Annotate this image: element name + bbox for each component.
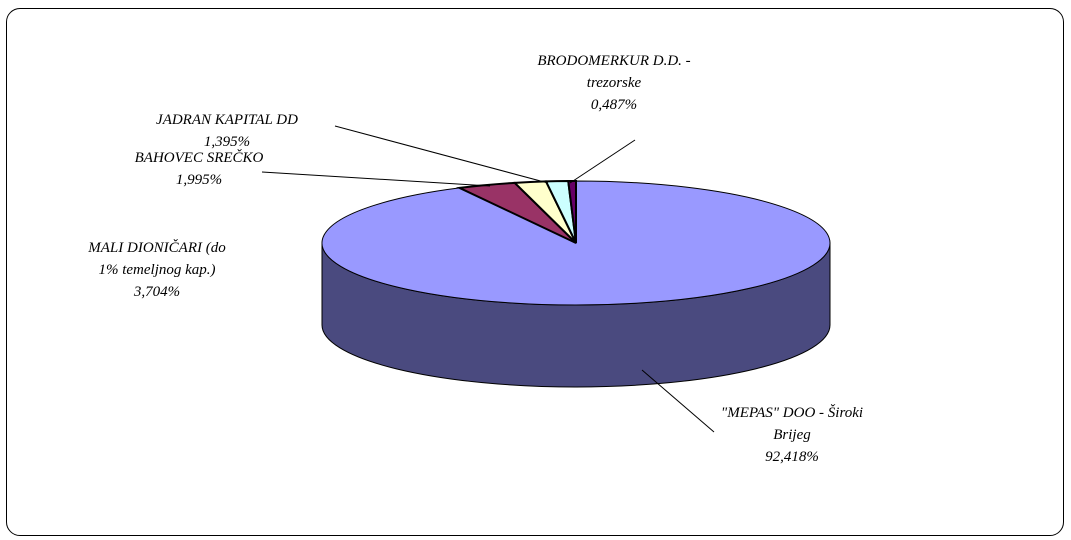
- slice-label-3: JADRAN KAPITAL DD 1,395%: [156, 112, 298, 150]
- leader-line-3: [334, 125, 549, 184]
- leader-line-2: [261, 171, 491, 187]
- slice-label-0: "MEPAS" DOO - Široki Brijeg 92,418%: [721, 404, 863, 465]
- slice-label-2: BAHOVEC SREČKO 1,995%: [135, 149, 264, 188]
- leader-line-4: [569, 139, 636, 184]
- leader-line-0: [641, 369, 715, 433]
- pie-slice-0: [321, 180, 831, 306]
- slice-label-4: BRODOMERKUR D.D. -trezorske 0,487%: [537, 53, 690, 113]
- slice-label-1: MALI DIONIČARI (do 1% temeljnog kap.) 3,70…: [87, 239, 226, 300]
